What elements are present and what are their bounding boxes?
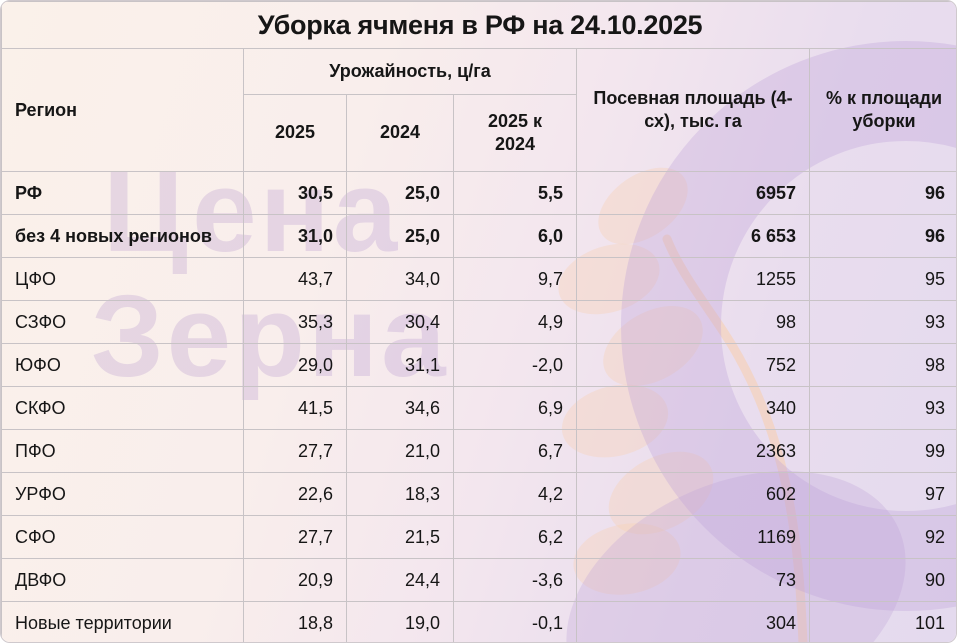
table-row: СЗФО 35,3 30,4 4,9 98 93 — [1, 300, 956, 344]
header-yield-2024: 2024 — [346, 94, 454, 172]
table-row: УРФО 22,6 18,3 4,2 602 97 — [1, 472, 956, 516]
area-cell: 1255 — [576, 257, 810, 301]
yield-2025-cell: 18,8 — [243, 601, 347, 642]
yield-diff-cell: 5,5 — [453, 171, 577, 215]
area-cell: 6 653 — [576, 214, 810, 258]
yield-diff-cell: 6,9 — [453, 386, 577, 430]
pct-cell: 96 — [808, 214, 956, 258]
area-cell: 340 — [576, 386, 810, 430]
table-row: ЦФО 43,7 34,0 9,7 1255 95 — [1, 257, 956, 301]
header-area: Посевная площадь (4-сх), тыс. га — [576, 48, 810, 172]
yield-2024-cell: 25,0 — [346, 171, 454, 215]
region-cell: УРФО — [1, 472, 244, 516]
table-row: СФО 27,7 21,5 6,2 1169 92 — [1, 515, 956, 559]
yield-2024-cell: 31,1 — [346, 343, 454, 387]
yield-2024-cell: 24,4 — [346, 558, 454, 602]
header-yield-2025: 2025 — [243, 94, 347, 172]
yield-diff-cell: 6,0 — [453, 214, 577, 258]
header-yield-group: Урожайность, ц/га — [243, 48, 577, 95]
yield-2024-cell: 30,4 — [346, 300, 454, 344]
yield-2024-cell: 18,3 — [346, 472, 454, 516]
yield-diff-cell: 9,7 — [453, 257, 577, 301]
region-cell: СФО — [1, 515, 244, 559]
yield-2025-cell: 20,9 — [243, 558, 347, 602]
area-cell: 2363 — [576, 429, 810, 473]
yield-2024-cell: 34,6 — [346, 386, 454, 430]
yield-diff-cell: -0,1 — [453, 601, 577, 642]
yield-2024-cell: 19,0 — [346, 601, 454, 642]
table-row: ЮФО 29,0 31,1 -2,0 752 98 — [1, 343, 956, 387]
pct-cell: 98 — [808, 343, 956, 387]
yield-diff-cell: 4,9 — [453, 300, 577, 344]
region-cell: без 4 новых регионов — [1, 214, 244, 258]
yield-2025-cell: 35,3 — [243, 300, 347, 344]
pct-cell: 101 — [808, 601, 956, 642]
yield-diff-cell: -2,0 — [453, 343, 577, 387]
region-cell: Новые территории — [1, 601, 244, 642]
table-row: Новые территории 18,8 19,0 -0,1 304 101 — [1, 601, 956, 642]
pct-cell: 99 — [808, 429, 956, 473]
yield-diff-cell: -3,6 — [453, 558, 577, 602]
yield-2025-cell: 41,5 — [243, 386, 347, 430]
yield-2025-cell: 27,7 — [243, 515, 347, 559]
area-cell: 304 — [576, 601, 810, 642]
yield-2025-cell: 31,0 — [243, 214, 347, 258]
yield-2025-cell: 27,7 — [243, 429, 347, 473]
yield-diff-cell: 4,2 — [453, 472, 577, 516]
pct-cell: 90 — [808, 558, 956, 602]
region-cell: СЗФО — [1, 300, 244, 344]
yield-2024-cell: 21,5 — [346, 515, 454, 559]
pct-cell: 92 — [808, 515, 956, 559]
region-cell: ДВФО — [1, 558, 244, 602]
region-cell: СКФО — [1, 386, 244, 430]
area-cell: 98 — [576, 300, 810, 344]
header-yield-diff: 2025 к 2024 — [453, 94, 577, 172]
table-row: ДВФО 20,9 24,4 -3,6 73 90 — [1, 558, 956, 602]
table-row: ПФО 27,7 21,0 6,7 2363 99 — [1, 429, 956, 473]
pct-cell: 93 — [808, 386, 956, 430]
region-cell: РФ — [1, 171, 244, 215]
table-row: без 4 новых регионов 31,0 25,0 6,0 6 653… — [1, 214, 956, 258]
yield-diff-cell: 6,2 — [453, 515, 577, 559]
yield-2025-cell: 22,6 — [243, 472, 347, 516]
table-row: СКФО 41,5 34,6 6,9 340 93 — [1, 386, 956, 430]
region-cell: ЮФО — [1, 343, 244, 387]
yield-2024-cell: 25,0 — [346, 214, 454, 258]
yield-2025-cell: 29,0 — [243, 343, 347, 387]
header-region: Регион — [1, 48, 244, 172]
header-row-top: Регион Урожайность, ц/га Посевная площад… — [1, 48, 956, 172]
area-cell: 6957 — [576, 171, 810, 215]
yield-2025-cell: 30,5 — [243, 171, 347, 215]
page-title: Уборка ячменя в РФ на 24.10.2025 — [1, 1, 956, 49]
header-pct: % к площади уборки — [808, 48, 956, 172]
pct-cell: 93 — [808, 300, 956, 344]
region-cell: ЦФО — [1, 257, 244, 301]
yield-2024-cell: 34,0 — [346, 257, 454, 301]
area-cell: 752 — [576, 343, 810, 387]
header-yield-diff-label: 2025 к 2024 — [487, 110, 543, 154]
yield-diff-cell: 6,7 — [453, 429, 577, 473]
pct-cell: 96 — [808, 171, 956, 215]
area-cell: 1169 — [576, 515, 810, 559]
table-row: РФ 30,5 25,0 5,5 6957 96 — [1, 171, 956, 215]
pct-cell: 97 — [808, 472, 956, 516]
title-row: Уборка ячменя в РФ на 24.10.2025 — [1, 1, 956, 49]
region-cell: ПФО — [1, 429, 244, 473]
area-cell: 602 — [576, 472, 810, 516]
yield-2025-cell: 43,7 — [243, 257, 347, 301]
area-cell: 73 — [576, 558, 810, 602]
yield-2024-cell: 21,0 — [346, 429, 454, 473]
pct-cell: 95 — [808, 257, 956, 301]
